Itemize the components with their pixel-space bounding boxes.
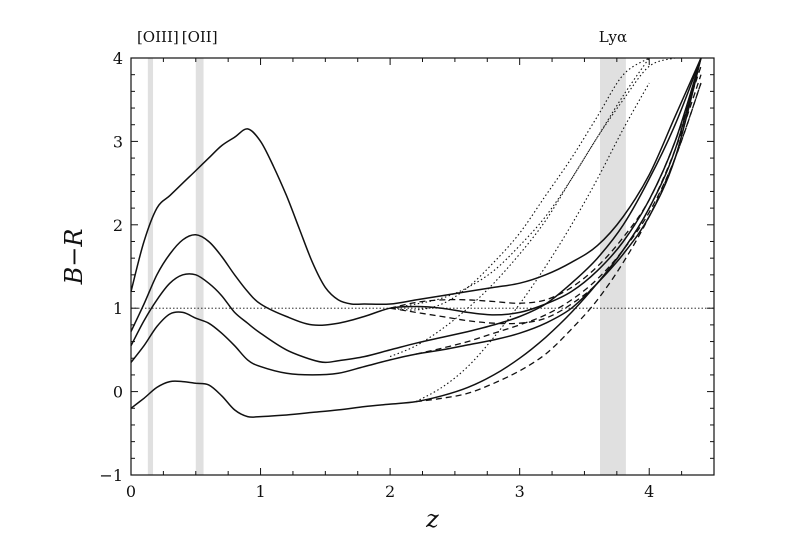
- series-dotted-9: [390, 57, 676, 309]
- series-dashed-7: [415, 82, 702, 355]
- band-label: [OIII]: [137, 28, 179, 46]
- y-tick-label: 2: [113, 216, 123, 235]
- y-tick-label: 0: [113, 383, 123, 402]
- series-dashed-5: [389, 66, 702, 309]
- series-dashed-6: [389, 74, 702, 325]
- y-tick-label: −1: [99, 466, 123, 485]
- series-solid-0: [130, 57, 702, 306]
- x-tick-label: 3: [515, 482, 525, 501]
- plot-frame: [130, 57, 715, 476]
- x-axis-label: z: [425, 505, 439, 533]
- y-tick-label: 4: [113, 49, 123, 68]
- y-axis-label: B−R: [60, 229, 88, 286]
- x-tick-label: 0: [126, 482, 136, 501]
- series-dotted-10: [390, 57, 650, 311]
- y-tick-label: 3: [113, 132, 123, 151]
- curves: [130, 57, 702, 418]
- series-solid-1: [130, 57, 702, 332]
- x-tick-label: 1: [255, 482, 265, 501]
- band-label: Lyα: [599, 28, 627, 46]
- band-1: [195, 58, 204, 475]
- y-tick-label: 1: [113, 299, 123, 318]
- band-labels: [OIII] [OII] Lyα: [137, 28, 627, 46]
- band-0: [147, 58, 154, 475]
- series-dashed-8: [415, 82, 702, 403]
- series-solid-4: [130, 57, 702, 418]
- band-label: [OII]: [182, 28, 218, 46]
- highlight-bands: [147, 58, 626, 475]
- x-tick-label: 4: [644, 482, 654, 501]
- series-solid-2: [130, 57, 702, 364]
- x-tick-label: 2: [385, 482, 395, 501]
